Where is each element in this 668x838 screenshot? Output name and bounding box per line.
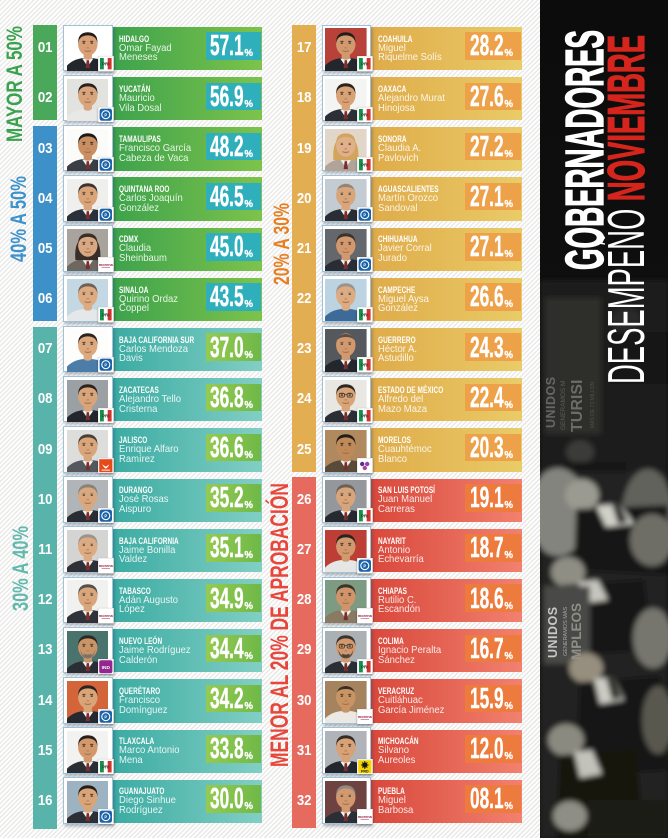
- svg-text:P: P: [105, 112, 108, 117]
- svg-text:PRI: PRI: [361, 313, 368, 318]
- svg-text:P: P: [105, 363, 108, 368]
- svg-text:PRI: PRI: [103, 313, 110, 318]
- svg-text:morena: morena: [358, 613, 373, 618]
- svg-text:PRD: PRD: [361, 770, 369, 774]
- svg-text:TURISI: TURISI: [569, 380, 586, 432]
- svg-text:P: P: [105, 212, 108, 217]
- svg-text:P: P: [105, 162, 108, 167]
- svg-text:morena: morena: [358, 814, 373, 819]
- svg-text:MPLEOS: MPLEOS: [569, 603, 584, 660]
- svg-text:P: P: [105, 513, 108, 518]
- svg-text:PRI: PRI: [103, 62, 110, 67]
- svg-text:P: P: [105, 814, 108, 819]
- svg-text:UNIDOS: UNIDOS: [546, 606, 560, 658]
- svg-text:P: P: [364, 564, 367, 569]
- svg-text:PRI: PRI: [361, 363, 368, 368]
- svg-text:PRI: PRI: [361, 413, 368, 418]
- svg-text:MÁS DE 73 MILLON: MÁS DE 73 MILLON: [589, 381, 596, 428]
- svg-text:P: P: [105, 714, 108, 719]
- svg-text:morena: morena: [358, 714, 373, 719]
- svg-text:PRI: PRI: [103, 765, 110, 770]
- svg-text:PRI: PRI: [103, 413, 110, 418]
- svg-text:morena: morena: [99, 613, 114, 618]
- svg-text:PRI: PRI: [361, 112, 368, 117]
- svg-text:PRI: PRI: [361, 664, 368, 669]
- svg-text:UNIDOS: UNIDOS: [544, 376, 558, 428]
- svg-text:IND: IND: [102, 664, 111, 670]
- svg-text:PRI: PRI: [361, 62, 368, 67]
- svg-text:P: P: [364, 212, 367, 217]
- svg-text:P: P: [364, 262, 367, 267]
- svg-text:morena: morena: [99, 262, 114, 267]
- svg-text:PRI: PRI: [361, 162, 368, 167]
- svg-text:morena: morena: [99, 563, 114, 568]
- svg-text:PRI: PRI: [361, 514, 368, 519]
- svg-text:GENERAMOS MÁS: GENERAMOS MÁS: [562, 606, 569, 656]
- svg-text:GENERAMOS M: GENERAMOS M: [560, 381, 567, 430]
